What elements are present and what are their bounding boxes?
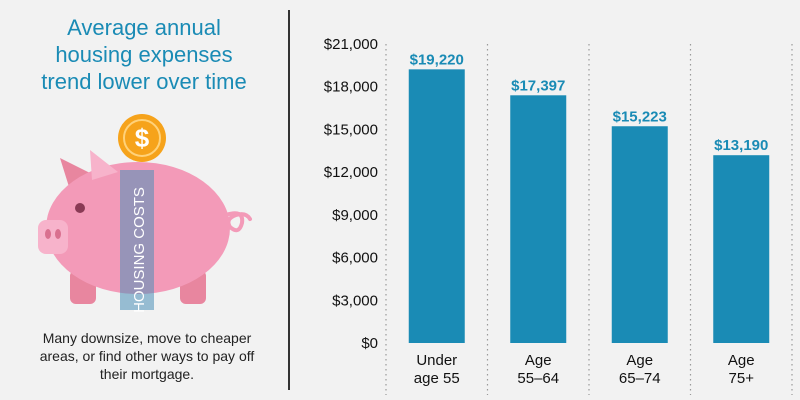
x-tick-label: Age bbox=[626, 352, 653, 369]
x-tick-label: Age bbox=[728, 352, 755, 369]
caption-line: their mortgage. bbox=[99, 366, 195, 382]
data-label: $17,397 bbox=[511, 77, 565, 94]
x-tick-label: 75+ bbox=[729, 370, 755, 387]
piggy-bank-icon: $ HOUSING COSTS bbox=[38, 114, 252, 313]
caption-line: Many downsize, move to cheaper bbox=[42, 330, 252, 346]
bar bbox=[713, 155, 770, 343]
bar bbox=[510, 95, 567, 343]
y-axis: $0 $3,000 $6,000 $9,000 $12,000 $15,000 $18,00… bbox=[324, 36, 378, 352]
title-line: trend lower over time bbox=[41, 69, 247, 94]
infographic-title: Average annual housing expenses trend lo… bbox=[12, 14, 276, 95]
data-label: $13,190 bbox=[714, 137, 768, 154]
divider bbox=[288, 10, 290, 390]
caption: Many downsize, move to cheaper areas, or… bbox=[22, 329, 272, 383]
housing-costs-label: HOUSING COSTS bbox=[131, 187, 148, 313]
bar bbox=[611, 126, 668, 343]
data-label: $15,223 bbox=[613, 108, 667, 125]
x-tick-label: Under bbox=[416, 352, 457, 369]
y-tick-label: $6,000 bbox=[332, 250, 378, 267]
data-label: $19,220 bbox=[410, 51, 464, 68]
y-tick-label: $15,000 bbox=[324, 121, 378, 138]
y-tick-label: $3,000 bbox=[332, 292, 378, 309]
bar bbox=[408, 69, 465, 343]
y-tick-label: $9,000 bbox=[332, 207, 378, 224]
y-tick-label: $18,000 bbox=[324, 79, 378, 96]
x-tick-label: 55–64 bbox=[517, 370, 559, 387]
coin-symbol: $ bbox=[135, 123, 150, 153]
y-tick-label: $12,000 bbox=[324, 164, 378, 181]
x-tick-label: 65–74 bbox=[619, 370, 661, 387]
bars: $19,220 $17,397 $15,223 $13,190 bbox=[408, 51, 770, 343]
x-tick-label: age 55 bbox=[414, 370, 460, 387]
left-panel: Average annual housing expenses trend lo… bbox=[0, 0, 288, 400]
title-line: Average annual bbox=[67, 15, 221, 40]
title-line: housing expenses bbox=[55, 42, 233, 67]
y-tick-label: $21,000 bbox=[324, 36, 378, 53]
gridlines bbox=[385, 44, 793, 395]
bar-chart: $0 $3,000 $6,000 $9,000 $12,000 $15,000 $18,00… bbox=[324, 36, 793, 395]
y-tick-label: $0 bbox=[361, 335, 378, 352]
coin-icon: $ bbox=[118, 114, 166, 162]
caption-line: areas, or find other ways to pay off bbox=[39, 348, 255, 364]
x-tick-label: Age bbox=[525, 352, 552, 369]
